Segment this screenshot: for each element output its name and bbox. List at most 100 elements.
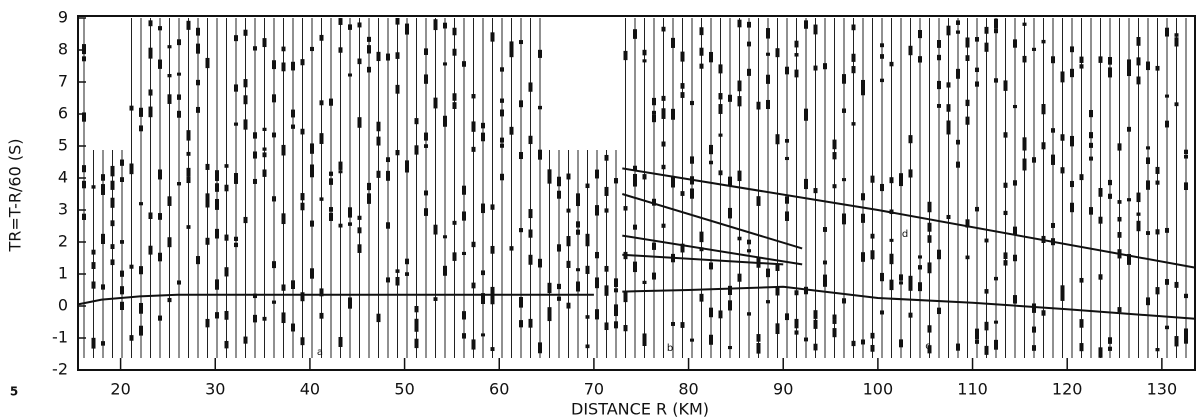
trace-wiggle — [804, 178, 808, 190]
trace-wiggle — [851, 340, 856, 347]
trace-wiggle — [186, 167, 191, 177]
trace-wiggle — [557, 190, 561, 199]
trace-wiggle — [604, 186, 609, 196]
trace-wiggle — [158, 315, 162, 321]
trace-wiggle — [167, 297, 172, 303]
trace-wiggle — [785, 196, 789, 204]
trace-wiggle — [775, 134, 780, 145]
trace-wiggle — [851, 57, 856, 62]
trace-wiggle — [129, 167, 134, 175]
trace-wiggle — [471, 121, 476, 132]
trace-wiggle — [842, 108, 846, 113]
trace-wiggle — [101, 174, 105, 181]
trace-wiggle — [376, 55, 381, 62]
trace-wiggle — [737, 96, 742, 107]
trace-wiggle — [595, 251, 599, 259]
trace-wiggle — [101, 341, 105, 346]
trace-wiggle — [794, 290, 799, 296]
trace-wiggle — [652, 110, 656, 115]
trace-wiggle — [842, 74, 846, 84]
trace-wiggle — [177, 94, 181, 100]
y-tick-label: 8 — [58, 40, 68, 59]
trace-wiggle — [424, 208, 428, 216]
trace-wiggle — [557, 283, 561, 287]
trace-wiggle — [91, 281, 96, 286]
trace-wiggle — [338, 47, 343, 53]
trace-wiggle — [756, 343, 761, 349]
trace-wiggle — [319, 34, 324, 41]
figure-number: 5 — [10, 385, 18, 399]
trace-wiggle — [680, 83, 685, 89]
y-axis-label: TR=T-R/60 (S) — [6, 139, 25, 253]
trace-wiggle — [1108, 193, 1112, 199]
trace-wiggle — [709, 51, 713, 63]
trace-wiggle — [699, 63, 704, 69]
trace-wiggle — [1165, 94, 1169, 98]
trace-wiggle — [348, 24, 352, 30]
trace-wiggle — [1060, 290, 1065, 301]
trace-wiggle — [186, 225, 191, 229]
trace-wiggle — [519, 228, 523, 233]
trace-wiggle — [243, 95, 248, 105]
trace-wiggle — [348, 299, 352, 309]
trace-wiggle — [984, 321, 989, 331]
trace-wiggle — [300, 193, 305, 201]
trace-wiggle — [851, 53, 856, 59]
trace-wiggle — [1098, 347, 1103, 358]
trace-wiggle — [557, 176, 561, 187]
trace-wiggle — [329, 207, 333, 212]
trace-wiggle — [471, 282, 476, 289]
trace-wiggle — [737, 273, 742, 282]
trace-wiggle — [1117, 232, 1122, 238]
trace-wiggle — [500, 67, 504, 72]
trace-wiggle — [633, 29, 637, 39]
trace-wiggle — [557, 244, 561, 252]
trace-wiggle — [728, 285, 732, 295]
y-tick-label: 7 — [58, 72, 68, 91]
trace-wiggle — [490, 286, 495, 296]
x-tick-label: 40 — [300, 380, 320, 399]
trace-wiggle — [614, 309, 618, 317]
trace-wiggle — [880, 310, 884, 315]
trace-wiggle — [538, 105, 542, 110]
trace-wiggle — [680, 51, 685, 62]
trace-wiggle — [1022, 161, 1027, 171]
trace-wiggle — [348, 73, 352, 77]
trace-wiggle — [870, 250, 875, 260]
trace-wiggle — [737, 170, 742, 182]
trace-wiggle — [956, 68, 960, 79]
trace-wiggle — [433, 297, 438, 301]
trace-wiggle — [300, 292, 305, 302]
trace-wiggle — [1146, 180, 1150, 190]
trace-wiggle — [604, 285, 609, 296]
trace-wiggle — [870, 175, 875, 183]
trace-wiggle — [937, 103, 941, 108]
trace-wiggle — [642, 333, 647, 343]
trace-wiggle — [319, 288, 324, 297]
trace-wiggle — [1051, 128, 1055, 133]
trace-wiggle — [120, 177, 124, 182]
trace-wiggle — [747, 239, 751, 245]
trace-wiggle — [186, 151, 191, 156]
trace-wiggle — [452, 27, 457, 36]
trace-wiggle — [462, 61, 466, 67]
trace-wiggle — [813, 24, 818, 35]
trace-wiggle — [1070, 68, 1074, 78]
trace-wiggle — [357, 58, 362, 65]
trace-wiggle — [253, 132, 257, 139]
trace-wiggle — [908, 135, 913, 144]
trace-wiggle — [937, 40, 941, 48]
trace-wiggle — [889, 177, 894, 184]
trace-wiggle — [234, 242, 238, 248]
trace-wiggle — [262, 147, 267, 151]
trace-wiggle — [110, 165, 115, 177]
trace-wiggle — [234, 35, 238, 42]
trace-wiggle — [908, 45, 913, 56]
trace-wiggle — [120, 240, 124, 244]
trace-wiggle — [804, 286, 808, 295]
trace-wiggle — [395, 150, 400, 156]
trace-wiggle — [823, 281, 827, 287]
trace-wiggle — [680, 92, 685, 98]
trace-wiggle — [386, 277, 390, 283]
trace-wiggle — [728, 345, 732, 350]
